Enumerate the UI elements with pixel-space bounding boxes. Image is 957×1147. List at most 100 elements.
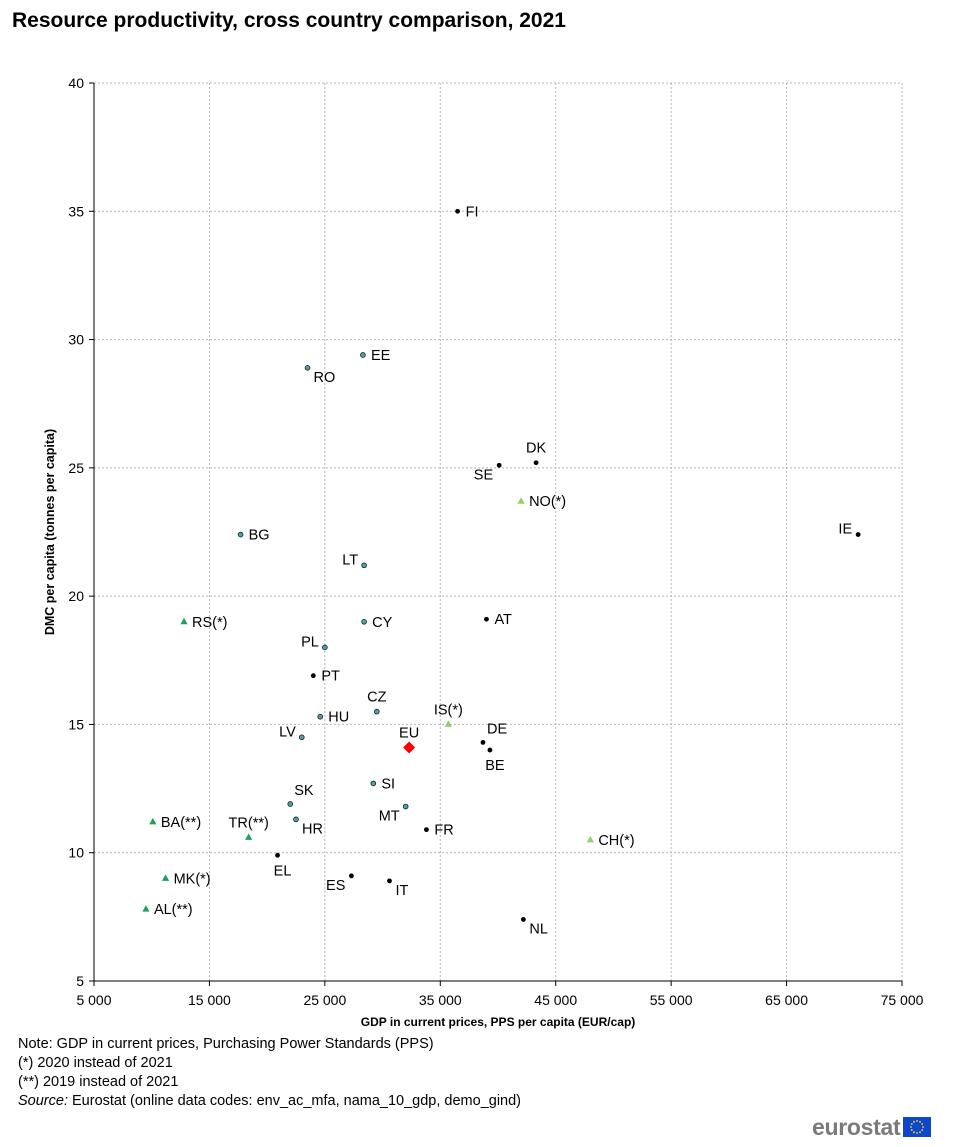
point-label: PT bbox=[321, 669, 340, 685]
point-cz: CZ bbox=[367, 690, 387, 715]
point-hr: HR bbox=[293, 816, 323, 837]
y-tick-label: 15 bbox=[68, 716, 84, 732]
point-ie: IE bbox=[838, 522, 861, 538]
point-pl: PL bbox=[301, 634, 328, 651]
point-marker bbox=[293, 816, 299, 823]
point-marker bbox=[455, 208, 460, 214]
source-text: Eurostat (online data codes: env_ac_mfa,… bbox=[67, 1093, 522, 1109]
point-marker bbox=[370, 780, 377, 787]
point-marker bbox=[387, 878, 392, 884]
point-marker bbox=[480, 739, 486, 745]
point-fi: FI bbox=[455, 204, 478, 220]
x-tick-label: 65 000 bbox=[765, 992, 808, 1008]
point-label: SE bbox=[474, 467, 494, 483]
chart-notes: Note: GDP in current prices, Purchasing … bbox=[18, 1035, 521, 1111]
point-marker bbox=[180, 617, 188, 625]
point-label: SI bbox=[381, 776, 395, 792]
point-label: NL bbox=[529, 921, 548, 937]
flag-star bbox=[922, 1126, 925, 1128]
point-label: RS(*) bbox=[192, 615, 227, 631]
point-marker bbox=[298, 734, 305, 741]
point-ee: EE bbox=[360, 348, 391, 364]
x-tick-label: 5 000 bbox=[76, 992, 111, 1008]
point-ro: RO bbox=[304, 364, 335, 386]
x-tick-label: 15 000 bbox=[188, 992, 231, 1008]
x-tick-label: 45 000 bbox=[534, 992, 577, 1008]
point-label: EL bbox=[274, 863, 292, 879]
chart-points: FI EE RO DK SE NO(*) IE BG LT RS(*) CY AT PL PT CZ IS(*… bbox=[142, 204, 861, 937]
point-label: BG bbox=[249, 528, 270, 544]
point-at: AT bbox=[484, 612, 512, 628]
flag-star bbox=[910, 1126, 913, 1128]
note-line: (**) 2019 instead of 2021 bbox=[18, 1074, 179, 1090]
point-marker bbox=[142, 905, 150, 912]
point-marker bbox=[304, 364, 311, 371]
point-mk: MK(*) bbox=[161, 871, 211, 887]
flag-star bbox=[913, 1120, 916, 1123]
point-lt: LT bbox=[342, 552, 367, 568]
point-label: AL(**) bbox=[154, 902, 193, 918]
point-dk: DK bbox=[526, 441, 546, 466]
point-el: EL bbox=[274, 852, 292, 879]
point-marker bbox=[275, 852, 280, 858]
scatter-chart: 5 000 15 000 25 000 35 000 45 000 55 000 65 00… bbox=[43, 75, 924, 1029]
point-marker bbox=[245, 833, 253, 840]
point-label: FI bbox=[466, 204, 479, 220]
point-tr: TR(**) bbox=[229, 815, 269, 840]
point-si: SI bbox=[370, 776, 395, 792]
point-marker bbox=[322, 644, 328, 651]
point-marker bbox=[317, 713, 324, 720]
point-es: ES bbox=[326, 873, 354, 894]
flag-star bbox=[916, 1120, 919, 1122]
point-marker bbox=[424, 827, 429, 833]
point-label: NO(*) bbox=[529, 494, 566, 510]
flag-star bbox=[911, 1123, 914, 1125]
point-ch: CH(*) bbox=[586, 833, 635, 849]
flag-star bbox=[913, 1131, 916, 1134]
point-is: IS(*) bbox=[434, 702, 463, 727]
source-label: Source: bbox=[18, 1093, 68, 1109]
point-label: MT bbox=[379, 809, 400, 825]
point-label: BA(**) bbox=[161, 815, 201, 831]
x-tick-label: 55 000 bbox=[650, 992, 693, 1008]
point-label: TR(**) bbox=[229, 815, 269, 831]
point-marker bbox=[373, 708, 380, 715]
flag-star bbox=[921, 1129, 924, 1131]
point-marker bbox=[487, 747, 493, 753]
point-hu: HU bbox=[317, 710, 349, 726]
point-no: NO(*) bbox=[517, 494, 566, 510]
point-eu: EU bbox=[399, 726, 419, 754]
point-marker bbox=[533, 460, 539, 466]
chart-tick-labels: 5 000 15 000 25 000 35 000 45 000 55 000 65 00… bbox=[68, 75, 923, 1008]
point-marker bbox=[403, 741, 416, 754]
chart-axes bbox=[89, 82, 903, 986]
point-label: CY bbox=[372, 615, 392, 631]
point-label: ES bbox=[326, 878, 345, 894]
point-marker bbox=[361, 618, 367, 625]
point-label: IS(*) bbox=[434, 702, 463, 718]
flag-star bbox=[921, 1123, 924, 1125]
point-label: MK(*) bbox=[174, 871, 211, 887]
point-marker bbox=[349, 873, 354, 879]
logo-text: eurostat bbox=[812, 1113, 901, 1140]
point-marker bbox=[855, 532, 861, 537]
point-sk: SK bbox=[287, 783, 314, 807]
point-marker bbox=[586, 835, 594, 843]
y-axis-label: DMC per capita (tonnes per capita) bbox=[43, 429, 57, 635]
flag-star bbox=[911, 1129, 914, 1131]
point-marker bbox=[287, 801, 294, 807]
point-label: LT bbox=[342, 552, 358, 568]
point-marker bbox=[402, 803, 409, 810]
point-marker bbox=[496, 462, 502, 468]
eu-flag-icon bbox=[903, 1117, 932, 1137]
point-bg: BG bbox=[237, 528, 270, 544]
flag-star bbox=[919, 1131, 922, 1134]
x-tick-label: 25 000 bbox=[303, 992, 346, 1008]
point-label: IT bbox=[395, 883, 408, 899]
point-lv: LV bbox=[279, 724, 305, 741]
point-label: HR bbox=[302, 821, 323, 837]
chart-title: Resource productivity, cross country com… bbox=[12, 9, 566, 32]
y-tick-label: 20 bbox=[68, 588, 84, 604]
y-tick-label: 25 bbox=[68, 460, 84, 476]
point-fr: FR bbox=[424, 823, 454, 839]
